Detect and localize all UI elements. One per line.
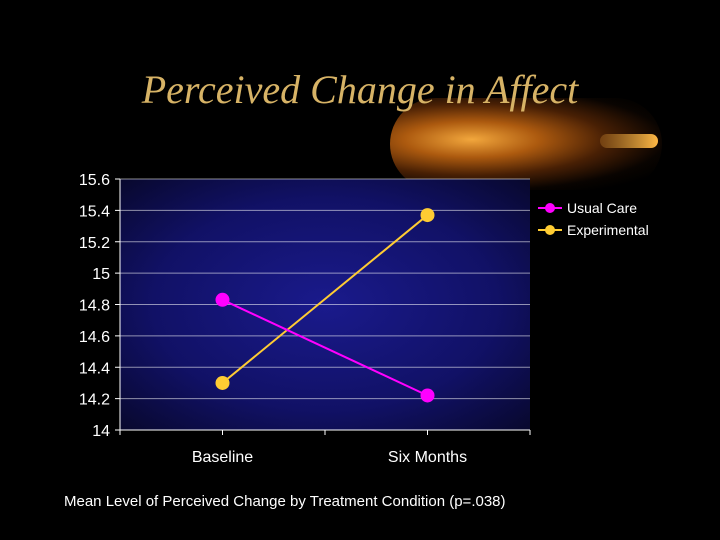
y-tick-label: 14	[92, 423, 110, 440]
y-tick-label: 15.4	[79, 203, 110, 220]
series	[215, 208, 435, 403]
legend: Usual Care Experimental	[538, 200, 649, 238]
x-tick-label: Six Months	[388, 449, 467, 466]
series-line	[221, 214, 429, 384]
y-tick-label: 15	[92, 266, 110, 283]
legend-marker	[545, 203, 555, 213]
gridlines	[120, 178, 530, 431]
data-point	[215, 375, 230, 390]
y-tick-label: 14.2	[79, 392, 110, 409]
y-tick-label: 15.6	[79, 172, 110, 189]
y-tick-label: 14.8	[79, 298, 110, 315]
slide-title: Perceived Change in Affect	[141, 67, 579, 112]
data-point	[215, 292, 230, 307]
data-point	[420, 208, 435, 223]
title-glow-bar-decoration	[600, 134, 658, 148]
y-tick-label: 14.4	[79, 360, 110, 377]
x-axis: Baseline Six Months	[119, 429, 531, 466]
y-tick-label: 15.2	[79, 235, 110, 252]
data-point	[420, 388, 435, 403]
y-tick-label: 14.6	[79, 329, 110, 346]
x-tick-label: Baseline	[192, 449, 253, 466]
legend-label: Experimental	[567, 222, 649, 238]
legend-marker	[545, 225, 555, 235]
y-axis: 15.6 15.4 15.2 15 14.8 14.6 14.4 14.2 14	[79, 172, 121, 440]
legend-label: Usual Care	[567, 200, 637, 216]
series-line	[222, 298, 428, 397]
chart-caption: Mean Level of Perceived Change by Treatm…	[64, 493, 506, 510]
